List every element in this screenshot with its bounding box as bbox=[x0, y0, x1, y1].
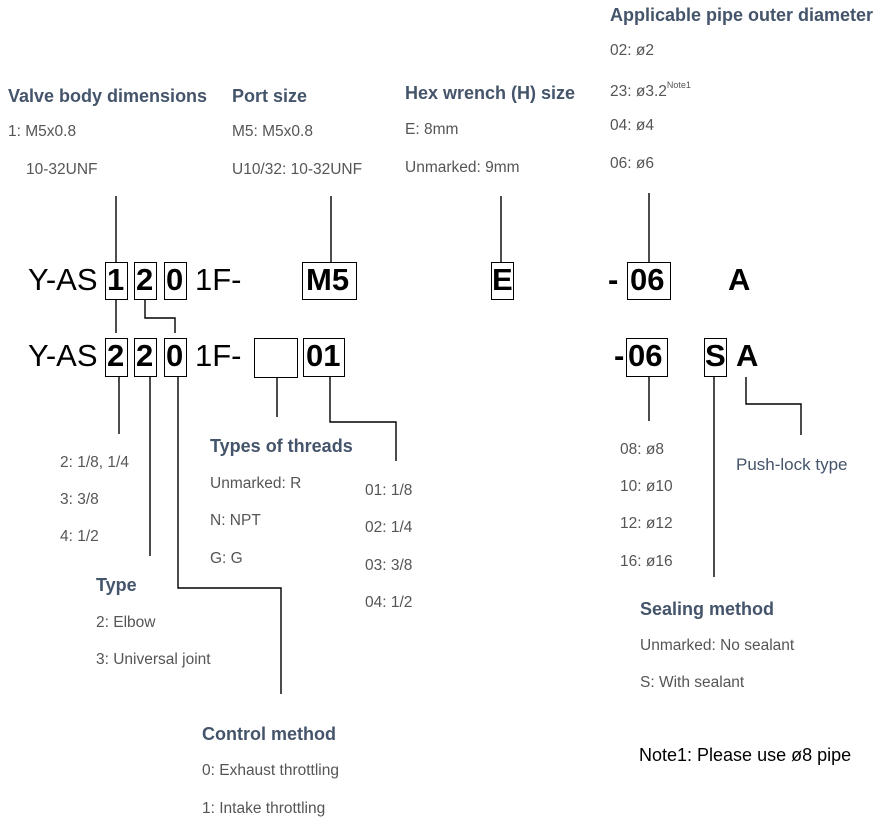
row1-hex: E bbox=[492, 262, 513, 297]
valve-body-option-lower: 4: 1/2 bbox=[60, 528, 99, 545]
valve-body-option-lower: 2: 1/8, 1/4 bbox=[60, 454, 129, 471]
valve-body-option: 1: M5x0.8 bbox=[8, 123, 77, 140]
note-ref: Note1 bbox=[666, 80, 691, 90]
hex-wrench-option: Unmarked: 9mm bbox=[405, 159, 520, 176]
row2-lock: A bbox=[736, 338, 759, 373]
pipe-diameter-option: 04: ø4 bbox=[610, 117, 654, 134]
sealing-title: Sealing method bbox=[640, 599, 775, 619]
row2-pipe-box bbox=[626, 338, 668, 377]
pipe-diameter-title: Applicable pipe outer diameter bbox=[610, 5, 874, 25]
port-size-option-lower: 04: 1/2 bbox=[365, 594, 413, 611]
type-title: Type bbox=[96, 575, 137, 595]
row1-hex-box bbox=[491, 262, 514, 300]
row2-mid: 1F- bbox=[195, 338, 242, 373]
row1-body-digit: 1 bbox=[107, 262, 125, 297]
threads-option: G: G bbox=[210, 550, 243, 567]
row1-type-digit: 2 bbox=[136, 262, 154, 297]
pipe-diameter-option-lower: 12: ø12 bbox=[620, 515, 673, 532]
row2-type-box bbox=[134, 338, 157, 377]
valve-body-option: 10-32UNF bbox=[26, 161, 98, 178]
row1-lock: A bbox=[728, 262, 751, 297]
row2-control-digit: 0 bbox=[166, 338, 184, 373]
row2-dash: - bbox=[614, 338, 625, 373]
pipe-diameter-option-lower: 10: ø10 bbox=[620, 478, 673, 495]
line-lock-lower bbox=[745, 377, 802, 435]
row1-pipe-box bbox=[627, 262, 671, 300]
port-size-option-lower: 02: 1/4 bbox=[365, 519, 413, 536]
row1-control-box bbox=[164, 262, 187, 300]
port-size-option: M5: M5x0.8 bbox=[232, 123, 313, 140]
threads-option: Unmarked: R bbox=[210, 475, 302, 492]
valve-body-title: Valve body dimensions bbox=[8, 86, 208, 106]
valve-body-option-lower: 3: 3/8 bbox=[60, 491, 99, 508]
control-option: 1: Intake throttling bbox=[202, 800, 326, 817]
row1-prefix: Y-AS bbox=[28, 262, 98, 297]
port-size-title: Port size bbox=[232, 86, 308, 106]
sealing-option: S: With sealant bbox=[640, 674, 745, 691]
row2-type-digit: 2 bbox=[136, 338, 154, 373]
pipe-diameter-option: 23: ø3.2Note1 bbox=[610, 80, 691, 100]
row2-control-box bbox=[164, 338, 187, 377]
row2-body-digit: 2 bbox=[107, 338, 125, 373]
row2-seal: S bbox=[705, 338, 726, 373]
row1-body-box bbox=[105, 262, 128, 300]
row1-pipe: 06 bbox=[630, 262, 665, 297]
control-option: 0: Exhaust throttling bbox=[202, 762, 339, 779]
line-control-lower bbox=[177, 377, 282, 694]
row2-body-box bbox=[105, 338, 128, 377]
hex-wrench-title: Hex wrench (H) size bbox=[405, 83, 576, 103]
pipe-diameter-option-lower: 08: ø8 bbox=[620, 441, 664, 458]
port-size-option-lower: 03: 3/8 bbox=[365, 557, 413, 574]
port-size-option-lower: 01: 1/8 bbox=[365, 482, 413, 499]
type-option: 2: Elbow bbox=[96, 614, 156, 631]
control-title: Control method bbox=[202, 724, 336, 744]
row2-seal-box bbox=[704, 338, 727, 377]
row1-control-digit: 0 bbox=[166, 262, 184, 297]
row2-port-box bbox=[303, 338, 345, 377]
hex-wrench-option: E: 8mm bbox=[405, 121, 459, 138]
line-type-link bbox=[144, 300, 176, 333]
port-size-option: U10/32: 10-32UNF bbox=[232, 161, 363, 178]
pipe-diameter-option: 02: ø2 bbox=[610, 42, 654, 59]
pipe-diameter-option: 06: ø6 bbox=[610, 155, 654, 172]
row1-port: M5 bbox=[306, 262, 350, 297]
sealing-option: Unmarked: No sealant bbox=[640, 637, 795, 654]
row2-prefix: Y-AS bbox=[28, 338, 98, 373]
type-option: 3: Universal joint bbox=[96, 651, 211, 668]
threads-option: N: NPT bbox=[210, 512, 261, 529]
row1-dash: - bbox=[608, 262, 619, 297]
row1-port-box bbox=[302, 262, 357, 300]
footnote: Note1: Please use ø8 pipe bbox=[639, 745, 852, 765]
row1-type-box bbox=[134, 262, 157, 300]
pipe-diameter-option-lower: 16: ø16 bbox=[620, 553, 673, 570]
row2-port: 01 bbox=[306, 338, 341, 373]
row1-mid: 1F- bbox=[195, 262, 242, 297]
push-lock-title: Push-lock type bbox=[736, 455, 848, 474]
line-port-lower bbox=[329, 377, 397, 461]
row2-pipe: 06 bbox=[628, 338, 663, 373]
row2-thread-blank-box bbox=[254, 338, 298, 378]
threads-title: Types of threads bbox=[210, 436, 353, 456]
